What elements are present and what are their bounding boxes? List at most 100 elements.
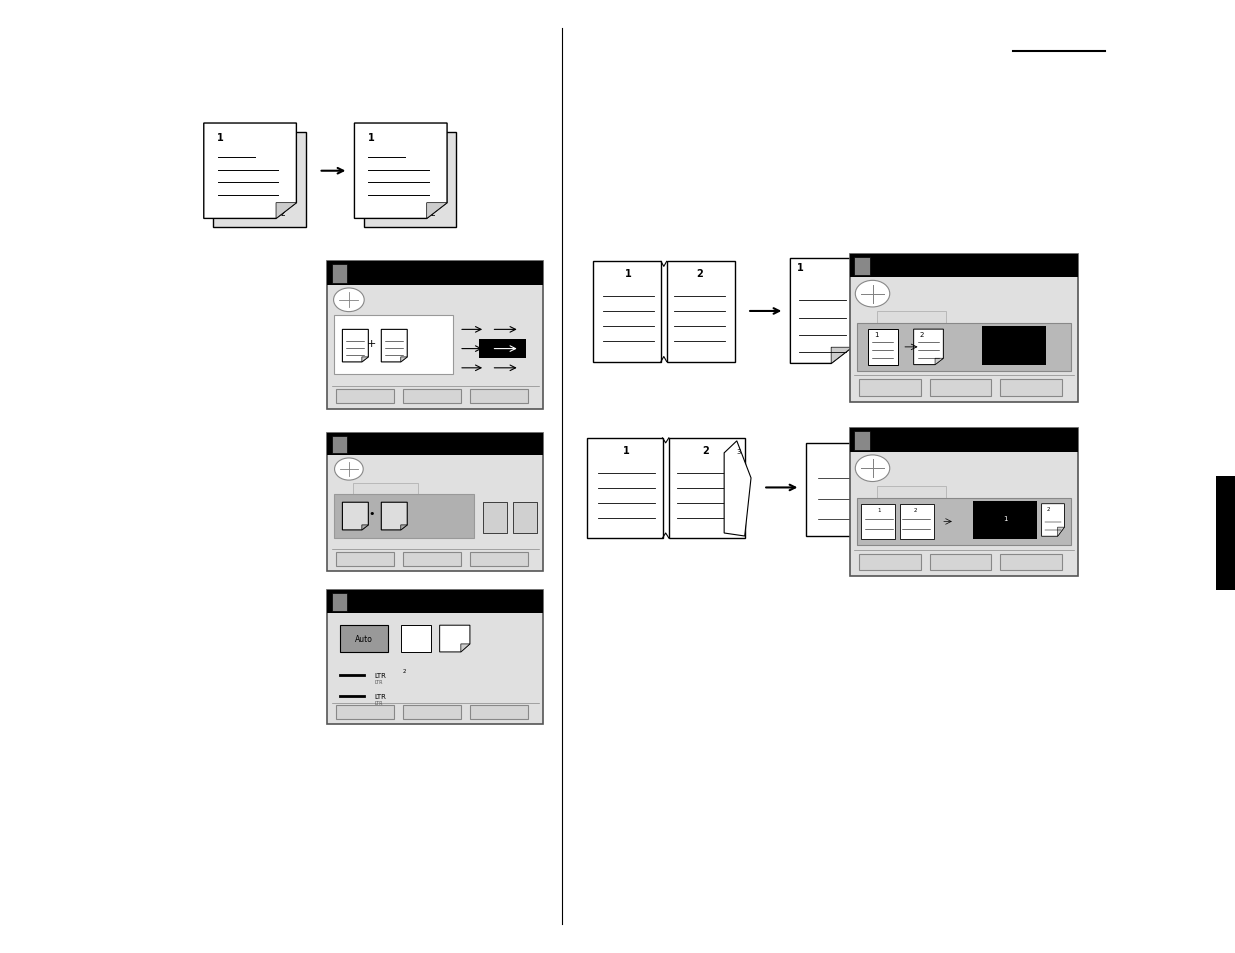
Polygon shape (204, 124, 296, 219)
Bar (403, 553, 462, 566)
Polygon shape (724, 441, 751, 537)
Text: 2: 2 (697, 269, 703, 279)
Polygon shape (895, 443, 969, 537)
FancyBboxPatch shape (327, 434, 543, 572)
Polygon shape (401, 525, 408, 530)
Text: +: + (367, 338, 377, 348)
Polygon shape (342, 330, 368, 362)
Bar (403, 705, 462, 719)
Bar (469, 553, 529, 566)
Bar (973, 501, 1037, 539)
FancyBboxPatch shape (327, 591, 543, 724)
FancyBboxPatch shape (850, 254, 1078, 402)
Text: 1: 1 (874, 332, 878, 337)
Text: 1: 1 (625, 269, 631, 279)
Bar (214, 132, 306, 228)
Bar (669, 438, 745, 538)
Bar (857, 324, 1071, 371)
Bar (850, 429, 1078, 453)
Circle shape (856, 456, 889, 482)
Polygon shape (427, 204, 447, 219)
Polygon shape (790, 259, 852, 364)
Bar (514, 503, 537, 533)
Bar (982, 327, 1046, 365)
Bar (858, 555, 920, 571)
Text: 2: 2 (280, 209, 285, 218)
Polygon shape (1041, 504, 1065, 537)
Bar (900, 504, 934, 539)
Polygon shape (382, 503, 408, 530)
Bar (469, 389, 529, 404)
Bar (340, 625, 388, 652)
Text: LTR: LTR (375, 700, 383, 705)
Text: LTR: LTR (375, 679, 383, 684)
Bar (930, 555, 992, 571)
Bar (877, 312, 946, 324)
Bar (861, 504, 895, 539)
Bar (1216, 476, 1235, 591)
Bar (331, 436, 347, 454)
Text: 2: 2 (920, 332, 924, 337)
Text: 2: 2 (914, 507, 918, 513)
Bar (593, 262, 661, 362)
Text: 1: 1 (368, 133, 374, 143)
Text: 2: 2 (403, 668, 406, 673)
Bar (327, 434, 543, 456)
Text: LTR: LTR (375, 672, 387, 678)
Bar (333, 315, 452, 375)
Bar (868, 330, 898, 365)
Polygon shape (362, 357, 368, 362)
Bar (850, 254, 1078, 278)
Bar (855, 257, 871, 276)
FancyBboxPatch shape (327, 262, 543, 410)
Bar (855, 432, 871, 451)
Bar (331, 594, 347, 612)
Circle shape (856, 281, 889, 308)
Bar (469, 705, 529, 719)
Text: 2: 2 (1046, 507, 1050, 512)
FancyBboxPatch shape (850, 429, 1078, 577)
Bar (1000, 380, 1062, 396)
Text: 2: 2 (701, 445, 709, 456)
Text: 1: 1 (217, 133, 224, 143)
Polygon shape (362, 525, 368, 530)
Text: 1: 1 (622, 445, 630, 456)
Polygon shape (382, 330, 408, 362)
Bar (806, 443, 881, 537)
Bar (483, 503, 506, 533)
Text: 1: 1 (797, 263, 803, 273)
Circle shape (333, 289, 364, 313)
Bar (363, 132, 457, 228)
Bar (336, 389, 394, 404)
Bar (403, 389, 462, 404)
Polygon shape (951, 522, 969, 537)
Polygon shape (935, 359, 944, 365)
Bar (877, 486, 946, 498)
Bar (1000, 555, 1062, 571)
Bar (930, 380, 992, 396)
Polygon shape (461, 644, 469, 652)
Bar (336, 705, 394, 719)
Polygon shape (440, 625, 469, 652)
Bar (400, 625, 431, 652)
Text: 1: 1 (1003, 516, 1008, 521)
Text: 1: 1 (877, 507, 881, 513)
Polygon shape (342, 503, 368, 530)
Text: LTR: LTR (375, 693, 387, 700)
Text: 2: 2 (910, 451, 916, 460)
Polygon shape (401, 357, 408, 362)
Bar (327, 591, 543, 614)
Text: •: • (368, 509, 375, 518)
Text: 3: 3 (736, 449, 741, 455)
Bar (333, 495, 474, 538)
Bar (327, 262, 543, 286)
Bar (336, 553, 394, 566)
Text: Auto: Auto (356, 635, 373, 643)
Polygon shape (1057, 528, 1065, 537)
Bar (858, 380, 920, 396)
Bar (857, 498, 1071, 545)
Polygon shape (914, 330, 944, 365)
Polygon shape (275, 204, 296, 219)
Text: 2: 2 (431, 209, 436, 218)
Circle shape (335, 458, 363, 480)
